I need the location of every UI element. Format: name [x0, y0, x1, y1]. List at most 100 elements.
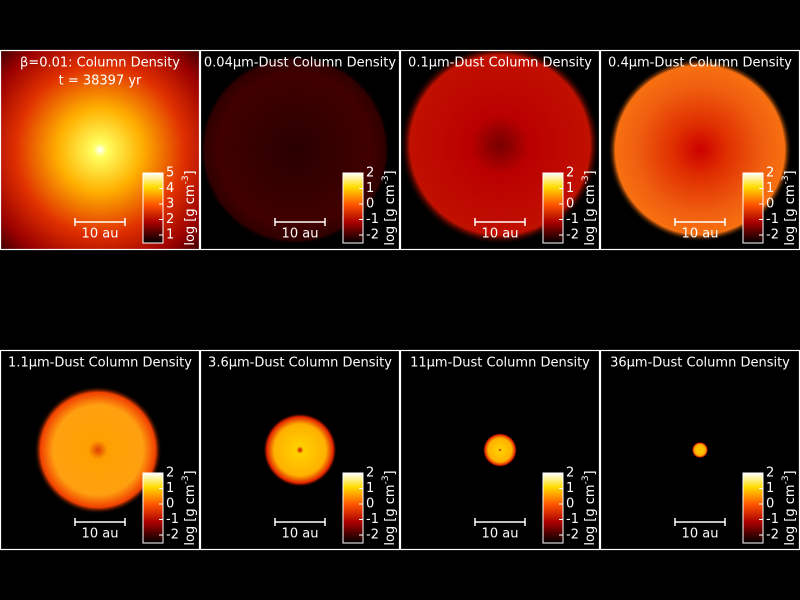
panel-title: 36μm-Dust Column Density	[610, 356, 790, 371]
colorbar-label-close: ]	[183, 470, 198, 475]
colorbar-tick-label: 1	[766, 481, 774, 496]
density-blob	[692, 442, 708, 458]
scalebar-label: 10 au	[682, 227, 719, 242]
scalebar-label: 10 au	[482, 227, 519, 242]
colorbar-tick-label: -1	[566, 212, 579, 227]
colorbar-tick-label: 1	[566, 181, 574, 196]
colorbar-label-close: ]	[183, 170, 198, 175]
colorbar-label-base: log [g cm	[183, 484, 198, 545]
colorbar-label: log [g cm-3]	[381, 470, 398, 545]
colorbar-tick-label: -2	[766, 228, 779, 243]
panel-border	[0, 349, 201, 551]
colorbar-tick-label: -1	[766, 212, 779, 227]
colorbar-tick-label: -1	[366, 212, 379, 227]
colorbar-label-close: ]	[383, 470, 398, 475]
panel-title: 0.1μm-Dust Column Density	[408, 56, 592, 71]
colorbar-tick-label: -1	[366, 512, 379, 527]
colorbar-label-close: ]	[783, 470, 798, 475]
panel-border	[199, 349, 401, 551]
colorbar-tick-label: 2	[566, 466, 574, 481]
panel-title: 0.04μm-Dust Column Density	[204, 56, 396, 71]
colorbar-label-base: log [g cm	[783, 184, 798, 245]
colorbar-tick-label: -2	[366, 528, 379, 543]
density-blob	[608, 58, 792, 242]
panel-border	[399, 49, 601, 251]
colorbar-label-close: ]	[583, 170, 598, 175]
colorbar-tick-label: -2	[566, 528, 579, 543]
colorbar-label: log [g cm-3]	[181, 170, 198, 245]
density-blob	[483, 433, 517, 467]
scalebar-label: 10 au	[82, 227, 119, 242]
colorbar-label-exponent: -3	[381, 475, 391, 484]
scalebar-label: 10 au	[482, 527, 519, 542]
panel-title: 0.4μm-Dust Column Density	[608, 56, 792, 71]
density-blob	[263, 413, 337, 487]
colorbar	[742, 172, 764, 244]
colorbar	[142, 172, 164, 244]
colorbar-tick-label: 1	[166, 228, 174, 243]
colorbar-tick-label: 1	[166, 481, 174, 496]
panel-title: 11μm-Dust Column Density	[410, 356, 590, 371]
colorbar-label-exponent: -3	[381, 175, 391, 184]
colorbar-label-exponent: -3	[581, 175, 591, 184]
colorbar-label-base: log [g cm	[383, 184, 398, 245]
colorbar-label-close: ]	[783, 170, 798, 175]
colorbar	[542, 172, 564, 244]
colorbar-tick-label: -1	[166, 512, 179, 527]
colorbar-tick-label: 2	[166, 466, 174, 481]
panel-title: β=0.01: Column Density	[20, 56, 180, 71]
panel-border	[0, 49, 201, 251]
panel-subtitle: t = 38397 yr	[59, 74, 142, 89]
scalebar-label: 10 au	[82, 527, 119, 542]
colorbar-tick-label: 1	[366, 181, 374, 196]
colorbar-label-exponent: -3	[781, 475, 791, 484]
colorbar-tick-label: 2	[166, 212, 174, 227]
scalebar-label: 10 au	[282, 527, 319, 542]
density-blob	[34, 386, 162, 514]
colorbar	[342, 172, 364, 244]
panels: β=0.01: Column Density t = 38397 yr 10 au 5…	[0, 49, 800, 551]
colorbar-tick-label: 0	[366, 197, 374, 212]
colorbar-label-close: ]	[583, 470, 598, 475]
panel-border	[199, 49, 401, 251]
colorbar	[542, 472, 564, 544]
colorbar-tick-label: -1	[766, 512, 779, 527]
colorbar-tick-label: -2	[766, 528, 779, 543]
colorbar	[742, 472, 764, 544]
colorbar-tick-label: 1	[566, 481, 574, 496]
colorbar-label-exponent: -3	[581, 475, 591, 484]
colorbar-label-exponent: -3	[781, 175, 791, 184]
panel: β=0.01: Column Density t = 38397 yr 10 au 5…	[0, 49, 201, 251]
colorbar-tick-label: -2	[166, 528, 179, 543]
panel-title: 1.1μm-Dust Column Density	[8, 356, 192, 371]
colorbar-tick-label: 2	[766, 466, 774, 481]
colorbar-tick-label: 1	[766, 181, 774, 196]
colorbar-tick-label: 0	[166, 497, 174, 512]
colorbar-label-base: log [g cm	[183, 184, 198, 245]
colorbar-tick-label: 0	[766, 197, 774, 212]
colorbar-tick-label: 1	[366, 481, 374, 496]
colorbar-tick-label: 4	[166, 181, 174, 196]
colorbar-tick-label: 0	[366, 497, 374, 512]
colorbar-label-exponent: -3	[181, 475, 191, 484]
density-image	[0, 350, 200, 550]
colorbar-label: log [g cm-3]	[781, 470, 798, 545]
colorbar-label-base: log [g cm	[583, 184, 598, 245]
colorbar-label: log [g cm-3]	[581, 470, 598, 545]
colorbar-tick-label: 2	[766, 166, 774, 181]
colorbar-label-exponent: -3	[181, 175, 191, 184]
colorbar-label-base: log [g cm	[783, 484, 798, 545]
colorbar	[342, 472, 364, 544]
colorbar-label: log [g cm-3]	[181, 470, 198, 545]
density-image	[600, 350, 800, 550]
colorbar-tick-label: 0	[566, 197, 574, 212]
colorbar-tick-label: -2	[566, 228, 579, 243]
colorbar-label: log [g cm-3]	[781, 170, 798, 245]
